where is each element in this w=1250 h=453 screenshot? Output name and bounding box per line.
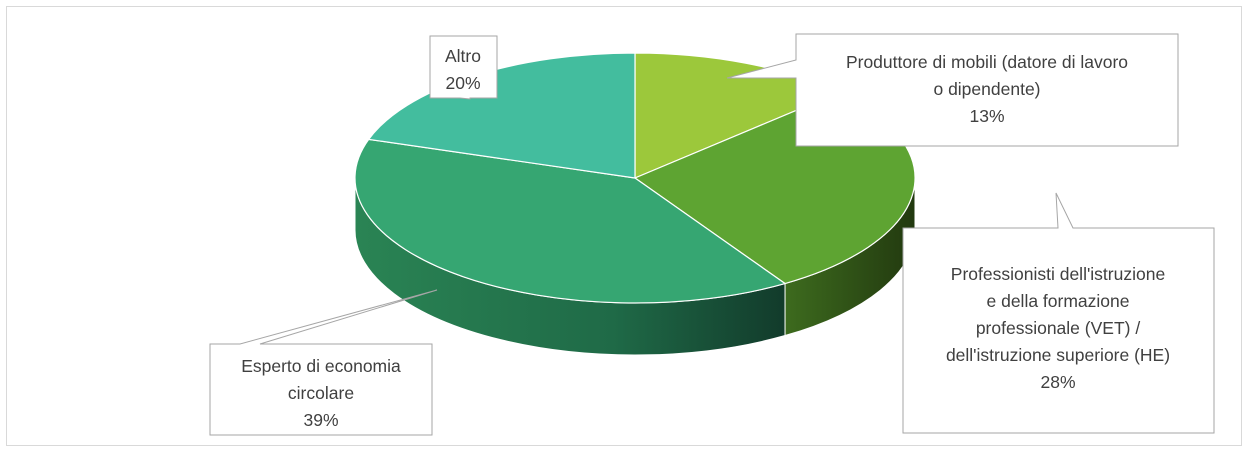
data-label-category: Professionisti dell'istruzione	[951, 264, 1165, 284]
data-label-professionisti-dell-istruzione-e-della-f: Professionisti dell'istruzione e della fo…	[902, 192, 1215, 434]
data-label-category: Produttore di mobili (datore di lavoro	[846, 52, 1128, 72]
callout-box	[902, 192, 1215, 434]
data-label-esperto-di-economia-circolare: Esperto di economia circolare 39%	[209, 289, 438, 436]
callout-box	[726, 33, 1179, 147]
data-label-altro: Altro 20%	[429, 35, 498, 100]
data-label-category: circolare	[288, 383, 354, 403]
data-label-category: Esperto di economia	[241, 356, 401, 376]
data-label-category: o dipendente)	[933, 79, 1040, 99]
data-label-category: e della formazione	[987, 291, 1130, 311]
data-label-category: Altro	[445, 46, 481, 66]
callout-box	[429, 35, 498, 100]
data-label-category: dell'istruzione superiore (HE)	[946, 345, 1170, 365]
data-label-category: professionale (VET) /	[976, 318, 1141, 338]
data-label-value: 39%	[303, 410, 338, 430]
pie-slice-esperto-di-economia-circolare	[354, 138, 787, 304]
data-label-value: 20%	[445, 73, 480, 93]
data-label-value: 28%	[1040, 372, 1075, 392]
data-label-produttore-di-mobili-datore-di-lavoro-o-: Produttore di mobili (datore di lavoro o …	[726, 33, 1179, 147]
callout-box	[209, 289, 438, 436]
data-label-value: 13%	[969, 106, 1004, 126]
